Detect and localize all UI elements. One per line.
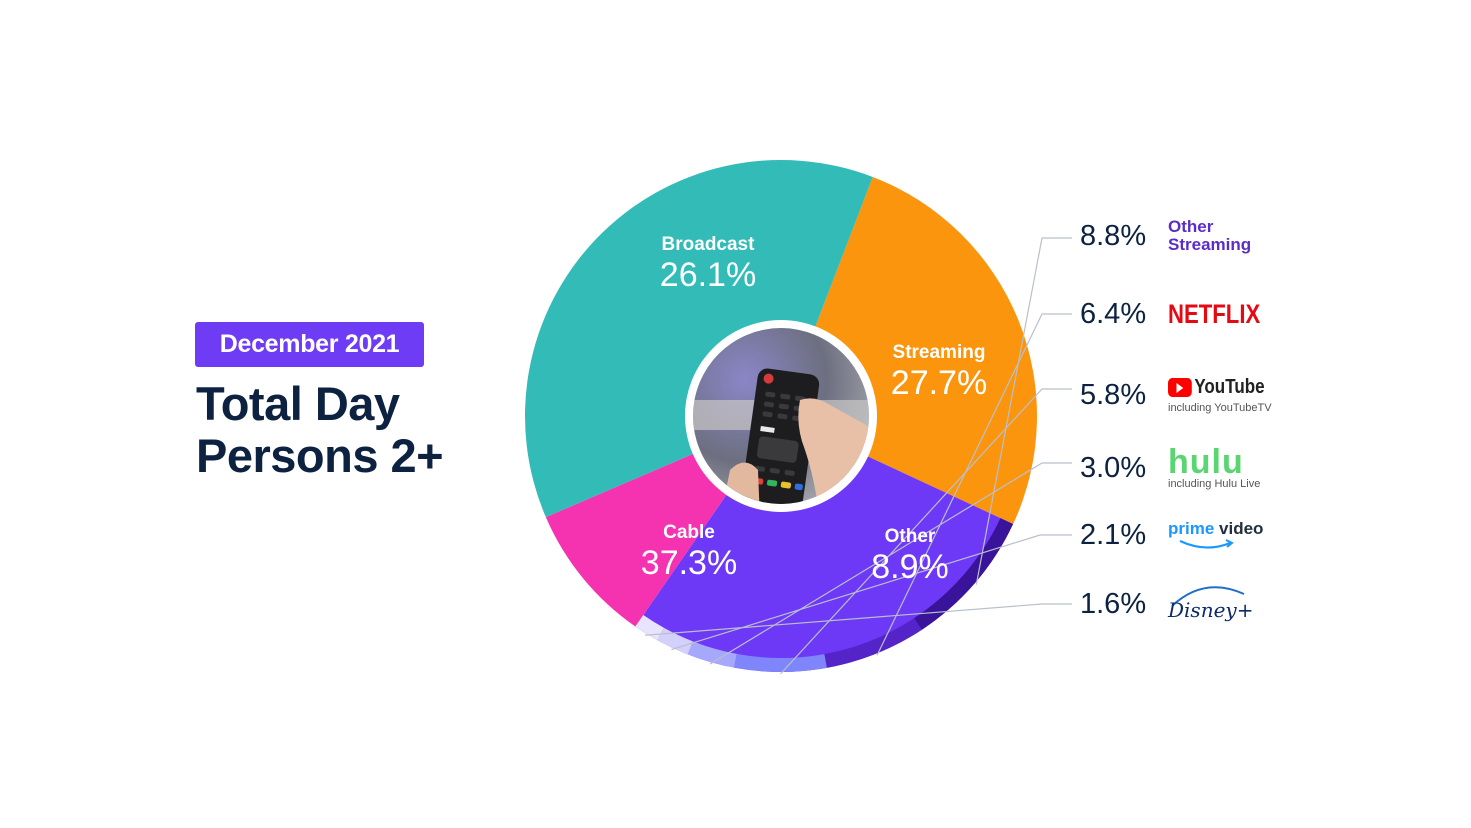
youtube-play-icon [1168, 378, 1192, 397]
amazon-smile-icon [1179, 539, 1234, 549]
disney-wordmark: Disney+ [1168, 598, 1254, 622]
slice-label-other: Other 8.9% [871, 526, 949, 586]
leader-line [876, 313, 1072, 656]
legend-row-disney-plus: 1.6% Disney+ [1080, 584, 1253, 624]
date-badge: December 2021 [195, 322, 424, 367]
leader-line [644, 603, 1072, 636]
youtube-logo: YouTube including YouTubeTV [1168, 376, 1282, 414]
ring-youtube [734, 653, 827, 672]
slice-name: Broadcast [661, 234, 755, 255]
hulu-logo: hulu including Hulu Live [1168, 442, 1261, 490]
label-line-2: Streaming [1168, 235, 1252, 254]
leader-line [709, 462, 1072, 665]
legend-pct: 6.4% [1080, 297, 1147, 330]
leader-line [671, 534, 1072, 651]
video-word: video [1219, 519, 1264, 538]
disney-plus-logo: Disney+ [1168, 586, 1253, 622]
legend-row-prime-video: 2.1% prime video [1080, 515, 1263, 555]
youtube-sub: including YouTubeTV [1168, 402, 1272, 414]
legend-pct: 5.8% [1080, 378, 1147, 411]
netflix-logo: NETFLIX [1168, 298, 1261, 329]
slice-label-cable: Cable 37.3% [641, 522, 737, 582]
other-streaming-label: Other Streaming [1168, 218, 1251, 254]
prime-word: prime [1168, 519, 1215, 538]
chart-title: Total Day Persons 2+ [196, 377, 444, 482]
slice-value: 37.3% [640, 544, 738, 582]
leader-line [780, 388, 1072, 675]
slice-cable [525, 160, 873, 518]
slice-label-broadcast: Broadcast 26.1% [660, 234, 756, 294]
ring-netflix [824, 618, 922, 668]
label-line-1: Other [1168, 217, 1214, 236]
youtube-wordmark: YouTube [1194, 376, 1265, 398]
legend-pct: 1.6% [1080, 587, 1147, 620]
legend-row-netflix: 6.4% NETFLIX [1080, 294, 1281, 334]
slice-name: Other [884, 526, 936, 547]
slice-value: 27.7% [890, 364, 988, 402]
slice-value: 26.1% [659, 256, 757, 294]
disney-arc-icon [1171, 586, 1245, 607]
slice-value: 8.9% [871, 548, 949, 586]
legend-pct: 2.1% [1080, 518, 1147, 551]
ring-prime_video [657, 627, 693, 655]
hulu-sub: including Hulu Live [1168, 477, 1261, 490]
hulu-wordmark: hulu [1168, 442, 1244, 481]
slice-name: Cable [663, 522, 715, 543]
legend-row-youtube: 5.8% YouTube including YouTubeTV [1080, 370, 1282, 420]
title-line-2: Persons 2+ [196, 429, 444, 482]
slice-name: Streaming [892, 342, 986, 363]
leader-line [975, 237, 1072, 585]
slice-label-streaming: Streaming 27.7% [891, 342, 987, 402]
slice-other [545, 451, 730, 627]
legend-pct: 3.0% [1080, 451, 1147, 484]
legend-row-other-streaming: 8.8% Other Streaming [1080, 216, 1251, 256]
legend-pct: 8.8% [1080, 219, 1147, 252]
ring-other_streaming [914, 518, 1014, 630]
prime-video-logo: prime video [1168, 519, 1263, 551]
ring-hulu [687, 641, 737, 668]
title-line-1: Total Day [196, 377, 400, 430]
legend-row-hulu: 3.0% hulu including Hulu Live [1080, 443, 1260, 493]
